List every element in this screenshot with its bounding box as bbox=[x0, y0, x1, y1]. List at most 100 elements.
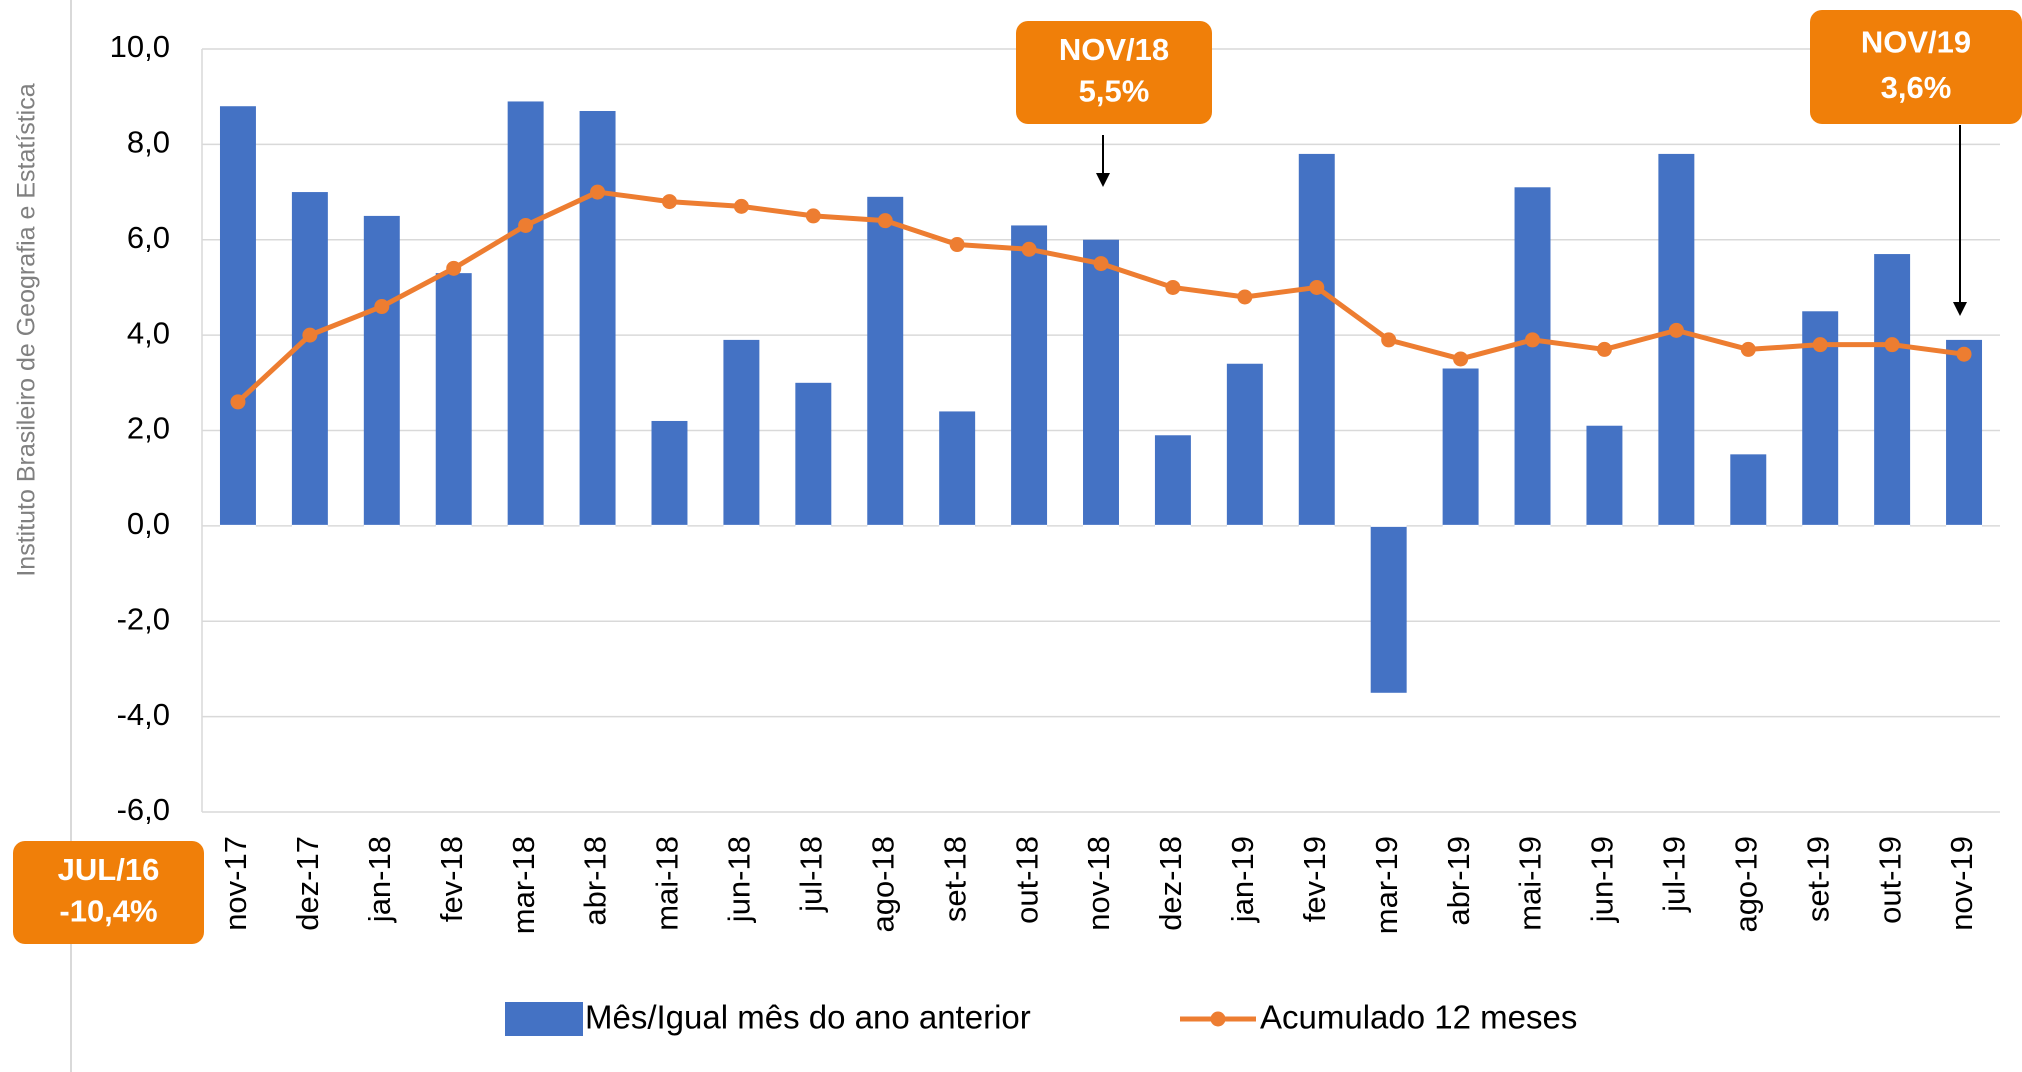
x-tick-label: nov-18 bbox=[1081, 836, 1116, 931]
line-marker bbox=[661, 194, 677, 210]
bar bbox=[219, 106, 256, 526]
bar bbox=[1154, 435, 1191, 526]
x-tick-label: mar-18 bbox=[506, 836, 541, 934]
line-marker bbox=[1956, 346, 1972, 362]
y-tick-label: -2,0 bbox=[117, 601, 170, 636]
x-tick-label: fev-18 bbox=[434, 836, 469, 922]
line-marker bbox=[1237, 289, 1253, 305]
bar bbox=[1730, 454, 1767, 526]
x-tick-label: nov-17 bbox=[218, 836, 253, 931]
x-tick-label: abr-18 bbox=[578, 836, 613, 926]
x-tick-label: mai-19 bbox=[1513, 836, 1548, 931]
y-tick-label: -6,0 bbox=[117, 792, 170, 827]
x-tick-label: jan-18 bbox=[362, 836, 397, 923]
y-tick-label: -4,0 bbox=[117, 697, 170, 732]
line-marker bbox=[733, 198, 749, 214]
bar bbox=[723, 339, 760, 526]
x-tick-label: jul-19 bbox=[1657, 836, 1692, 913]
x-tick-label: fev-19 bbox=[1297, 836, 1332, 922]
line-marker bbox=[1596, 341, 1612, 357]
legend-swatch bbox=[505, 1002, 583, 1036]
y-tick-label: 8,0 bbox=[127, 125, 170, 160]
bar bbox=[1946, 339, 1983, 526]
legend-swatch bbox=[1210, 1011, 1226, 1027]
bar bbox=[795, 382, 832, 526]
line-marker bbox=[1309, 279, 1325, 295]
y-tick-label: 0,0 bbox=[127, 506, 170, 541]
annotation-box bbox=[1810, 10, 2022, 124]
x-tick-label: nov-19 bbox=[1944, 836, 1979, 931]
bar bbox=[507, 101, 544, 526]
line-marker bbox=[446, 260, 462, 276]
bar bbox=[1874, 254, 1911, 526]
x-tick-label: out-19 bbox=[1872, 836, 1907, 924]
line-marker bbox=[1093, 256, 1109, 272]
y-tick-label: 4,0 bbox=[127, 315, 170, 350]
y-tick-label: 2,0 bbox=[127, 411, 170, 446]
line-marker bbox=[1453, 351, 1469, 367]
bar bbox=[435, 273, 472, 526]
line-marker bbox=[1668, 322, 1684, 338]
line-marker bbox=[374, 299, 390, 315]
bar bbox=[1298, 153, 1335, 526]
bar bbox=[939, 411, 976, 526]
legend-label: Acumulado 12 meses bbox=[1260, 999, 1577, 1036]
annotation-arrowhead bbox=[1953, 302, 1967, 316]
x-tick-label: ago-19 bbox=[1728, 836, 1763, 933]
side-label: Instituto Brasileiro de Geografia e Esta… bbox=[13, 83, 41, 576]
bar bbox=[1370, 525, 1407, 693]
x-tick-label: jun-18 bbox=[722, 836, 757, 923]
x-tick-label: dez-18 bbox=[1153, 836, 1188, 931]
bar bbox=[1586, 425, 1623, 526]
x-tick-label: abr-19 bbox=[1441, 836, 1476, 926]
annotation-text: 5,5% bbox=[1079, 73, 1150, 108]
line-marker bbox=[1812, 337, 1828, 353]
bar bbox=[1514, 187, 1551, 526]
y-tick-label: 10,0 bbox=[110, 29, 170, 64]
annotation-title: NOV/19 bbox=[1861, 24, 1971, 59]
x-tick-label: ago-18 bbox=[865, 836, 900, 933]
bar bbox=[867, 196, 904, 526]
x-tick-label: out-18 bbox=[1009, 836, 1044, 924]
bar bbox=[1226, 363, 1263, 526]
annotation-text: -10,4% bbox=[59, 893, 157, 928]
bar bbox=[651, 420, 688, 526]
line-marker bbox=[805, 208, 821, 224]
line-marker bbox=[877, 213, 893, 229]
line-marker bbox=[302, 327, 318, 343]
bar bbox=[1658, 153, 1695, 526]
line-marker bbox=[1884, 337, 1900, 353]
x-tick-label: jun-19 bbox=[1585, 836, 1620, 923]
bar bbox=[291, 192, 328, 526]
line-marker bbox=[590, 184, 606, 200]
x-tick-label: dez-17 bbox=[290, 836, 325, 931]
annotation-box bbox=[1016, 21, 1212, 124]
x-tick-label: set-19 bbox=[1800, 836, 1835, 922]
line-marker bbox=[230, 394, 246, 410]
bar bbox=[1011, 225, 1048, 526]
x-tick-label: set-18 bbox=[937, 836, 972, 922]
x-tick-label: mai-18 bbox=[650, 836, 685, 931]
bar bbox=[579, 110, 616, 526]
x-tick-label: jan-19 bbox=[1225, 836, 1260, 923]
bar bbox=[1083, 239, 1119, 526]
annotation-title: JUL/16 bbox=[58, 852, 160, 887]
y-tick-label: 6,0 bbox=[127, 220, 170, 255]
annotation-arrowhead bbox=[1096, 173, 1110, 187]
line-marker bbox=[949, 237, 965, 253]
annotation-text: 3,6% bbox=[1881, 70, 1952, 105]
annotation-title: NOV/18 bbox=[1059, 32, 1169, 67]
line-marker bbox=[1525, 332, 1541, 348]
x-tick-label: mar-19 bbox=[1369, 836, 1404, 934]
legend-label: Mês/Igual mês do ano anterior bbox=[585, 999, 1031, 1036]
line-marker bbox=[518, 217, 534, 233]
line-marker bbox=[1381, 332, 1397, 348]
line-marker bbox=[1740, 341, 1756, 357]
line-marker bbox=[1021, 241, 1037, 257]
bar bbox=[1442, 368, 1479, 526]
bar bbox=[363, 215, 400, 526]
annotation-box bbox=[13, 841, 204, 944]
line-marker bbox=[1165, 279, 1181, 295]
x-tick-label: jul-18 bbox=[794, 836, 829, 913]
